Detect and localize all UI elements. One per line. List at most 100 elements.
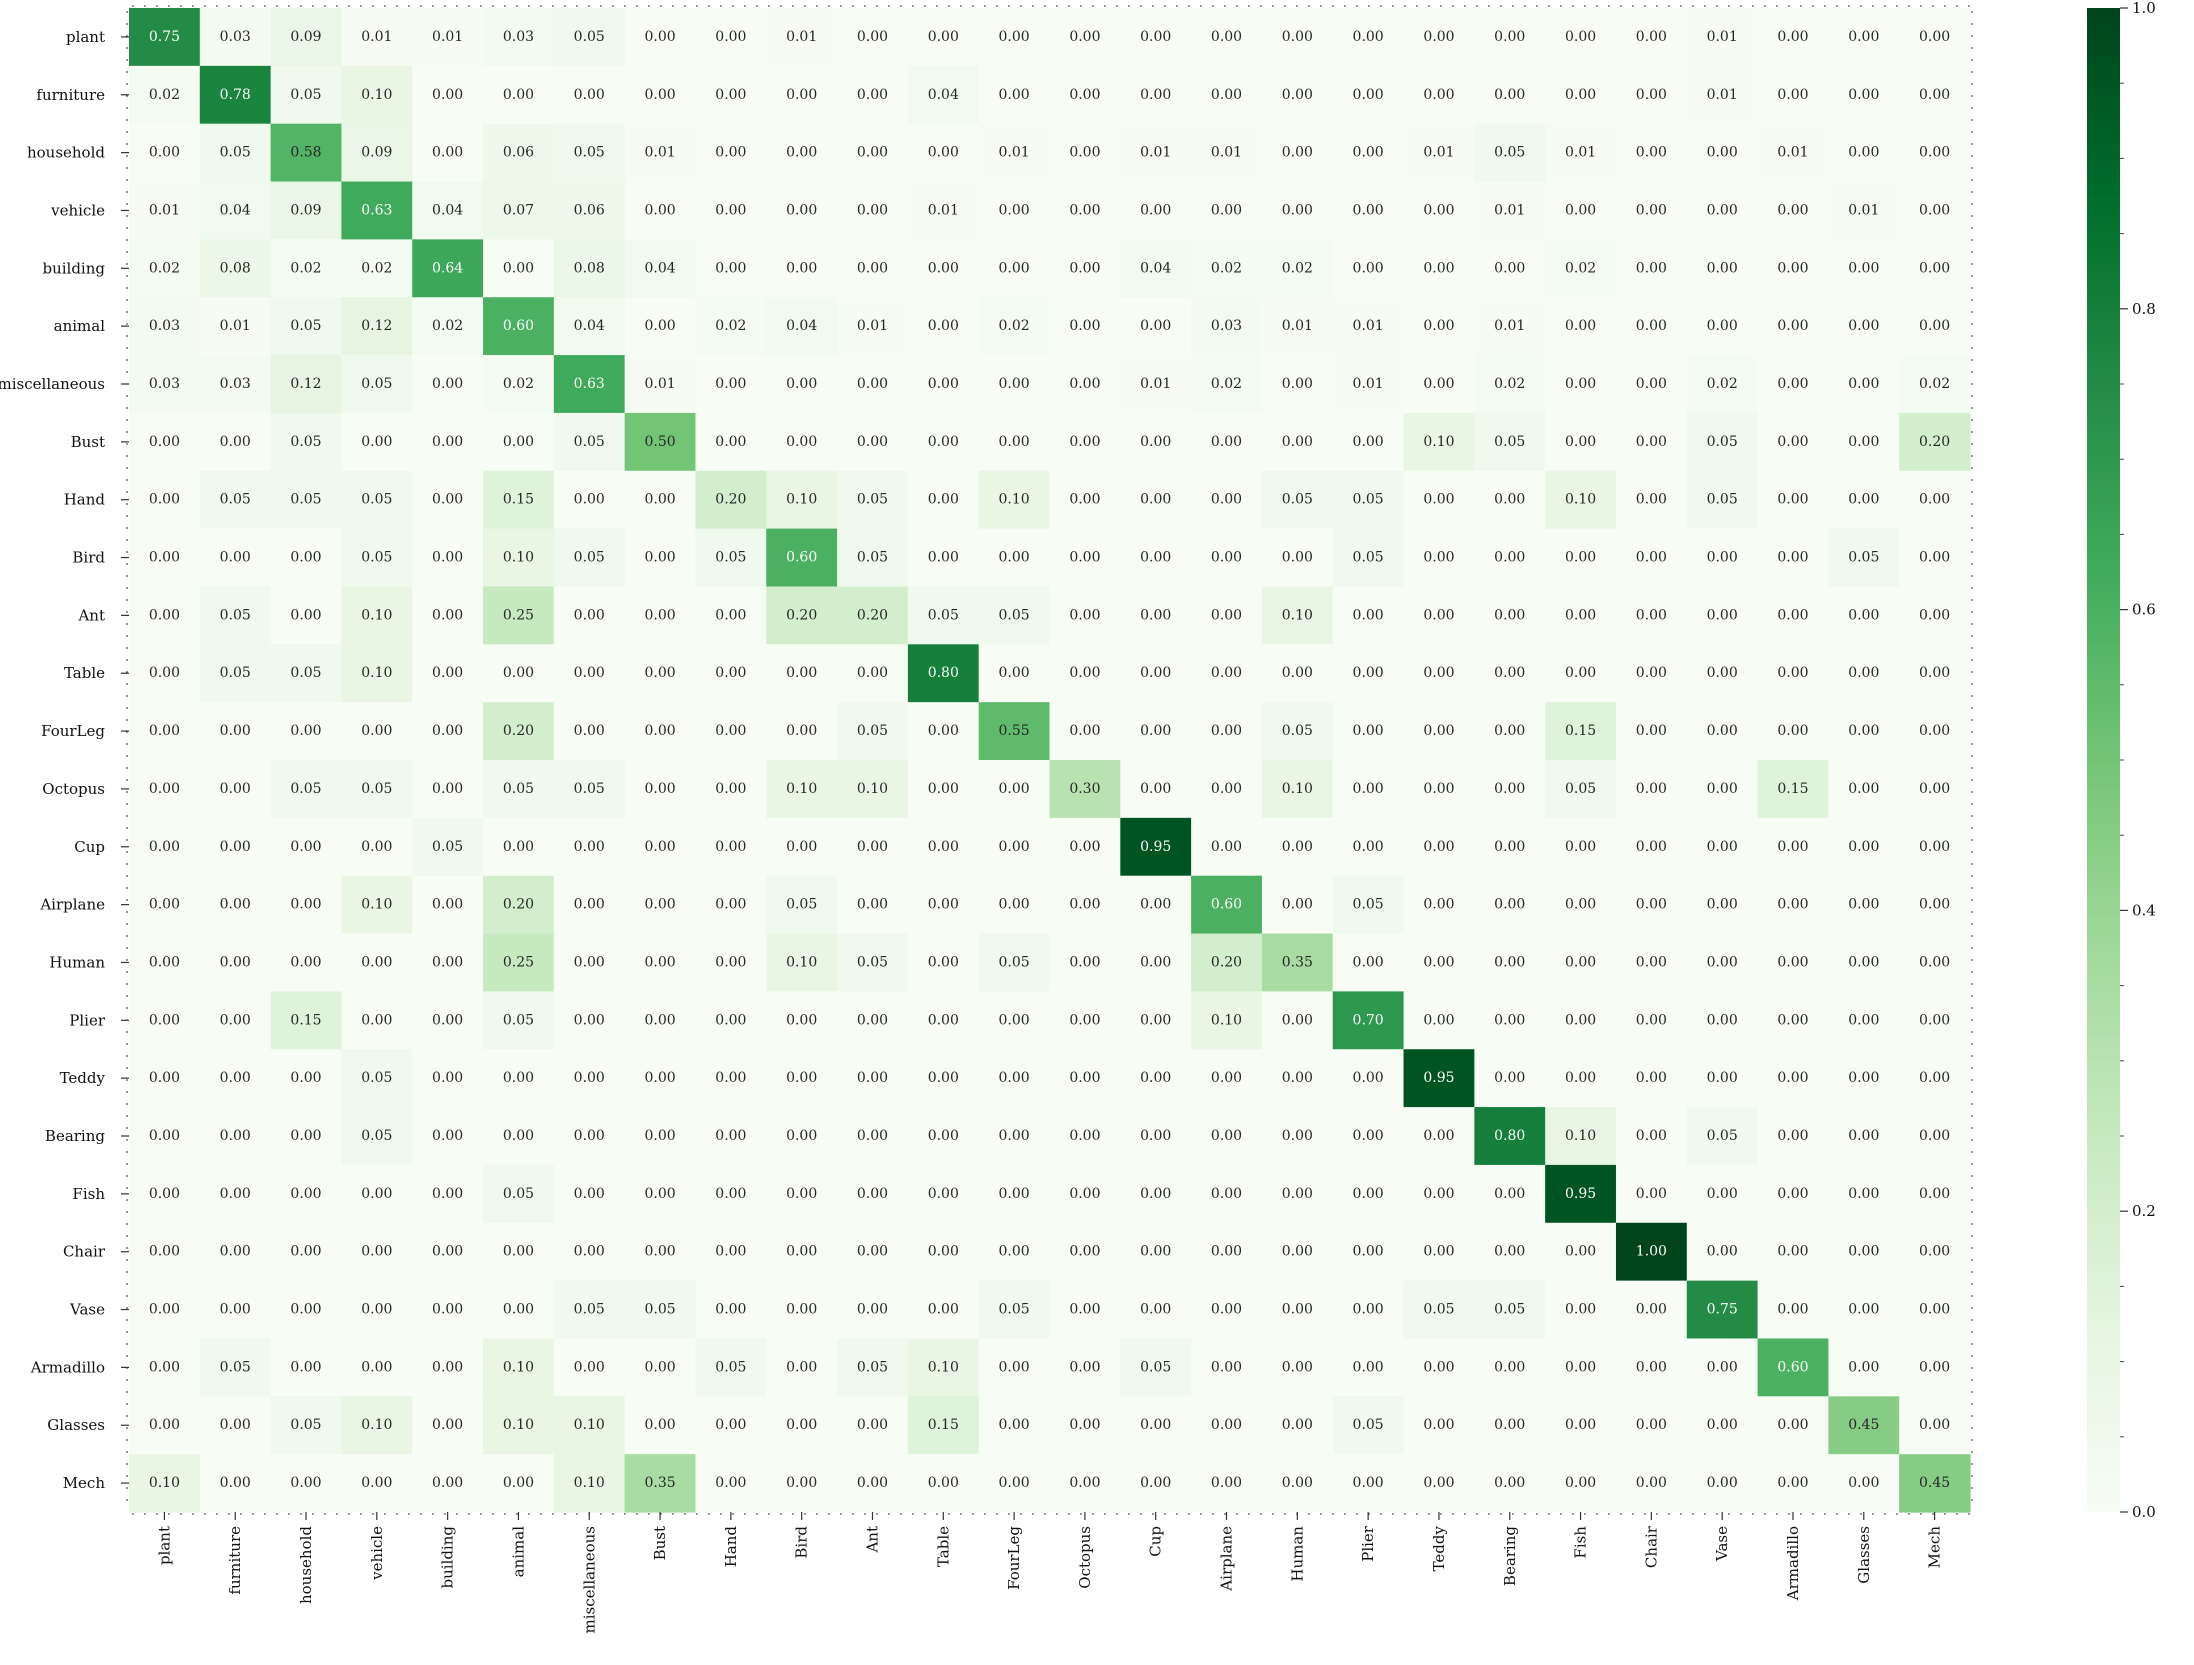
cell-value-label: 0.00 — [1140, 665, 1171, 681]
heatmap-cell-Chair-household — [270, 1222, 343, 1282]
heatmap-cell-Mech-Fish — [1545, 1454, 1617, 1513]
heatmap-cell-furniture-Cup — [1120, 65, 1192, 125]
cell-value-label: 0.05 — [290, 87, 321, 103]
heatmap-cell-miscellaneous-Armadillo — [1757, 355, 1829, 414]
cell-value-label: 0.00 — [928, 1128, 959, 1144]
heatmap-cell-building-plant — [129, 239, 201, 298]
cell-value-label: 0.10 — [1282, 781, 1313, 797]
heatmap-cell-Glasses-miscellaneous — [553, 1396, 626, 1455]
cell-value-label: 0.00 — [1777, 318, 1808, 334]
heatmap-cell-animal-Hand — [695, 297, 767, 356]
heatmap-cell-miscellaneous-Cup — [1120, 355, 1192, 414]
heatmap-cell-Plier-Plier — [1332, 991, 1405, 1050]
cell-value-label: 0.00 — [644, 839, 675, 855]
cell-value-label: 0.00 — [1707, 723, 1738, 739]
cell-value-label: 0.00 — [1423, 1359, 1454, 1375]
heatmap-cell-Human-Bust — [624, 933, 697, 992]
heatmap-cell-Vase-Fish — [1545, 1280, 1617, 1340]
heatmap-cell-Chair-building — [412, 1222, 484, 1282]
cell-value-label: 0.00 — [1211, 1070, 1242, 1086]
cell-value-label: 0.00 — [1353, 434, 1384, 450]
heatmap-cell-Octopus-animal — [483, 760, 555, 819]
cell-value-label: 0.95 — [1565, 1186, 1596, 1202]
cell-value-label: 0.09 — [361, 145, 392, 161]
cell-value-label: 0.00 — [1140, 492, 1171, 508]
cell-value-label: 0.20 — [1919, 434, 1950, 450]
cell-value-label: 0.00 — [1069, 29, 1100, 45]
cell-value-label: 0.01 — [361, 29, 392, 45]
cell-value-label: 0.00 — [220, 434, 251, 450]
cell-value-label: 0.50 — [644, 434, 675, 450]
cell-value-label: 0.00 — [1069, 607, 1100, 623]
cell-value-label: 0.00 — [1777, 1070, 1808, 1086]
heatmap-cell-plant-Chair — [1615, 8, 1688, 67]
cell-value-label: 0.00 — [1636, 87, 1667, 103]
heatmap-cell-Cup-Fish — [1545, 817, 1617, 877]
cell-value-label: 0.00 — [1353, 1244, 1384, 1260]
heatmap-cell-Bird-vehicle — [341, 528, 413, 588]
cell-value-label: 0.05 — [574, 434, 605, 450]
cell-value-label: 0.00 — [1140, 897, 1171, 913]
y-tick-label: furniture — [36, 86, 105, 104]
cell-value-label: 0.05 — [1494, 1302, 1525, 1318]
cell-value-label: 0.00 — [1636, 29, 1667, 45]
heatmap-cell-Bird-Bust — [624, 528, 697, 588]
cell-value-label: 0.00 — [1848, 87, 1879, 103]
heatmap-cell-Fish-plant — [129, 1164, 201, 1224]
heatmap-cell-Bird-Glasses — [1828, 528, 1900, 588]
heatmap-cell-FourLeg-Glasses — [1828, 702, 1900, 761]
heatmap-cell-Fish-Mech — [1899, 1164, 1971, 1224]
heatmap-cell-plant-Cup — [1120, 8, 1192, 67]
cell-value-label: 0.00 — [1777, 87, 1808, 103]
heatmap-cell-household-Glasses — [1828, 123, 1900, 183]
y-tick-label: FourLeg — [41, 722, 105, 740]
cell-value-label: 0.06 — [574, 202, 605, 218]
cell-value-label: 0.02 — [1565, 260, 1596, 276]
heatmap-cell-Ant-animal — [483, 586, 555, 645]
heatmap-cell-furniture-Teddy — [1403, 65, 1475, 125]
heatmap-cell-household-Human — [1261, 123, 1334, 183]
cell-value-label: 0.05 — [1707, 434, 1738, 450]
cell-value-label: 0.00 — [715, 897, 746, 913]
heatmap-cell-Hand-Bust — [624, 470, 697, 530]
cell-value-label: 0.00 — [999, 260, 1030, 276]
cell-value-label: 0.04 — [786, 318, 817, 334]
cell-value-label: 0.00 — [1069, 954, 1100, 970]
heatmap-cell-Octopus-Bearing — [1474, 760, 1546, 819]
cell-value-label: 0.00 — [1282, 87, 1313, 103]
heatmap-cell-vehicle-Human — [1261, 181, 1334, 240]
heatmap-cell-Table-plant — [129, 644, 201, 703]
heatmap-cell-Ant-Fish — [1545, 586, 1617, 645]
heatmap-cell-Mech-Table — [907, 1454, 980, 1513]
heatmap-cell-Plier-Mech — [1899, 991, 1971, 1050]
x-tick-label: Table — [934, 1526, 952, 1567]
heatmap-cell-miscellaneous-furniture — [199, 355, 272, 414]
heatmap-cell-Vase-miscellaneous — [553, 1280, 626, 1340]
cell-value-label: 0.01 — [1848, 202, 1879, 218]
cell-value-label: 0.00 — [1848, 145, 1879, 161]
heatmap-cell-plant-furniture — [199, 8, 272, 67]
cell-value-label: 0.00 — [432, 1070, 463, 1086]
heatmap-cell-Armadillo-animal — [483, 1338, 555, 1397]
cell-value-label: 0.00 — [361, 954, 392, 970]
cell-value-label: 0.15 — [1565, 723, 1596, 739]
cell-value-label: 0.00 — [1211, 1417, 1242, 1433]
x-tick-label: Bird — [793, 1526, 811, 1559]
cell-value-label: 0.00 — [1282, 145, 1313, 161]
cell-value-label: 0.00 — [644, 492, 675, 508]
heatmap-cell-building-Chair — [1615, 239, 1688, 298]
heatmap-cell-furniture-furniture — [199, 65, 272, 125]
heatmap-cell-Airplane-Airplane — [1191, 875, 1263, 935]
heatmap-cell-Teddy-Plier — [1332, 1049, 1405, 1108]
heatmap-cell-labels: 0.75 0.03 0.09 0.01 0.01 0.03 0.05 0.00 0.00 0.01… — [149, 29, 1950, 1491]
cell-value-label: 0.00 — [432, 492, 463, 508]
heatmap-cell-Chair-Plier — [1332, 1222, 1405, 1282]
cell-value-label: 0.00 — [1636, 1417, 1667, 1433]
heatmap-cell-Mech-Plier — [1332, 1454, 1405, 1513]
cell-value-label: 0.05 — [290, 665, 321, 681]
heatmap-cell-Bust-Chair — [1615, 412, 1688, 472]
cell-value-label: 0.04 — [220, 202, 251, 218]
heatmap-cell-Chair-Table — [907, 1222, 980, 1282]
cell-value-label: 0.00 — [1069, 1186, 1100, 1202]
cell-value-label: 0.00 — [1353, 607, 1384, 623]
